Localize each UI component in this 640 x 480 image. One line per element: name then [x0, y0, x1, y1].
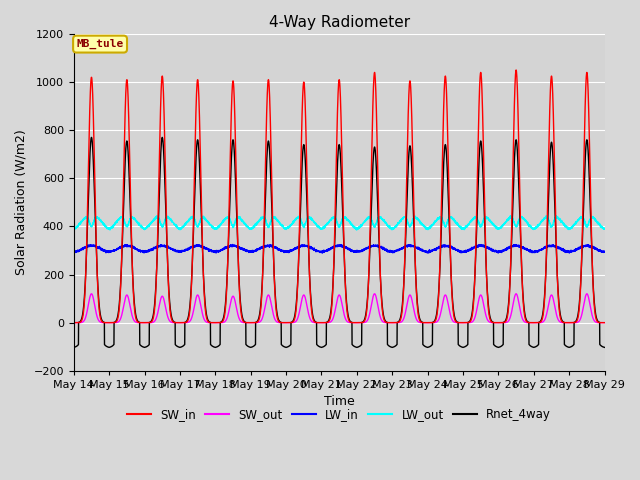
SW_out [600, 320, 608, 325]
Rnet_4way [319, 344, 327, 350]
Rnet_4way [88, 134, 95, 140]
SW_in [165, 296, 173, 301]
SW_in [429, 320, 436, 325]
Rnet_4way [70, 345, 77, 350]
LW_in [70, 249, 77, 254]
SW_in [282, 320, 290, 325]
SW_in [458, 320, 466, 325]
SW_in [512, 67, 520, 73]
LW_in [228, 241, 236, 247]
SW_out [488, 320, 496, 325]
SW_out [141, 320, 148, 325]
SW_out [88, 291, 95, 297]
Legend: SW_in, SW_out, LW_in, LW_out, Rnet_4way: SW_in, SW_out, LW_in, LW_out, Rnet_4way [122, 403, 556, 425]
SW_out [458, 320, 466, 325]
Title: 4-Way Radiometer: 4-Way Radiometer [269, 15, 410, 30]
LW_in [600, 248, 608, 254]
Line: SW_in: SW_in [74, 70, 604, 323]
SW_out [166, 318, 173, 324]
LW_in [429, 247, 436, 253]
Rnet_4way [165, 294, 173, 300]
LW_in [458, 249, 466, 255]
LW_out [600, 227, 608, 232]
Line: Rnet_4way: Rnet_4way [74, 137, 604, 348]
LW_in [488, 248, 496, 254]
LW_in [319, 250, 326, 256]
Y-axis label: Solar Radiation (W/m2): Solar Radiation (W/m2) [15, 130, 28, 275]
LW_in [600, 249, 608, 255]
SW_in [319, 320, 327, 325]
LW_in [319, 249, 327, 255]
LW_out [165, 215, 173, 221]
Rnet_4way [488, 319, 496, 324]
LW_out [552, 213, 560, 218]
Text: MB_tule: MB_tule [76, 39, 124, 49]
Rnet_4way [429, 320, 436, 325]
Line: LW_out: LW_out [74, 216, 604, 230]
Line: SW_out: SW_out [74, 294, 604, 323]
SW_out [600, 320, 608, 325]
Rnet_4way [600, 345, 608, 350]
LW_out [488, 219, 496, 225]
SW_out [429, 320, 436, 325]
SW_in [600, 320, 608, 325]
Line: LW_in: LW_in [74, 244, 604, 253]
SW_out [70, 320, 77, 325]
LW_out [600, 226, 608, 232]
Rnet_4way [458, 344, 466, 350]
SW_in [70, 320, 77, 325]
LW_out [458, 226, 466, 231]
Rnet_4way [600, 344, 608, 350]
SW_out [319, 320, 327, 325]
LW_out [353, 227, 360, 233]
SW_in [600, 320, 608, 325]
LW_out [429, 222, 436, 228]
Rnet_4way [353, 345, 361, 350]
LW_out [319, 226, 327, 231]
LW_in [165, 245, 173, 251]
SW_in [488, 319, 496, 325]
LW_out [70, 226, 77, 232]
X-axis label: Time: Time [324, 396, 355, 408]
